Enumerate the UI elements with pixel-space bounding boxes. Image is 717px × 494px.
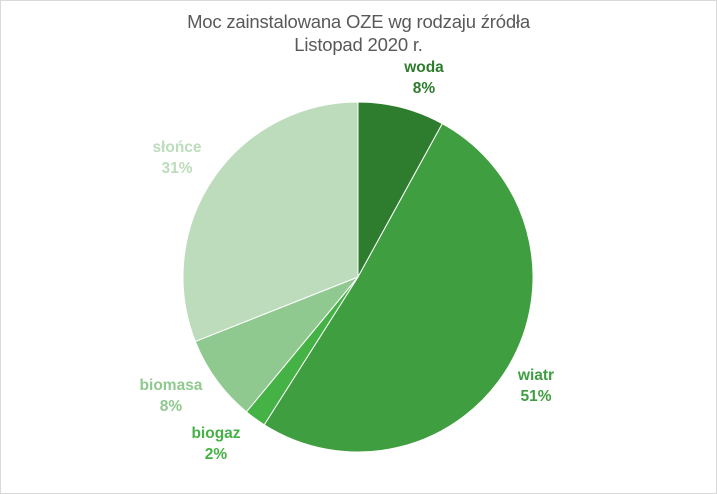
chart-title-block: Moc zainstalowana OZE wg rodzaju źródła …	[0, 10, 717, 56]
slice-value-słońce: 31%	[161, 160, 192, 177]
slice-label-biomasa: biomasa	[140, 377, 203, 394]
slice-label-wiatr: wiatr	[517, 367, 554, 384]
slice-label-słońce: słońce	[152, 139, 201, 156]
pie-labels: woda 8% wiatr 51% biogaz 2% biomasa 8% słońce 31%	[140, 59, 555, 463]
slice-value-woda: 8%	[413, 80, 436, 97]
slice-value-biomasa: 8%	[160, 398, 183, 415]
slice-value-wiatr: 51%	[520, 388, 551, 405]
slice-value-biogaz: 2%	[205, 446, 228, 463]
pie-slice-słońce	[182, 101, 359, 343]
chart-title: Moc zainstalowana OZE wg rodzaju źródła	[187, 11, 530, 32]
slice-label-woda: woda	[403, 59, 444, 76]
pie-slices	[182, 101, 534, 453]
pie-slice-wiatr	[263, 122, 534, 453]
chart-subtitle: Listopad 2020 r.	[294, 34, 423, 55]
slice-label-biogaz: biogaz	[191, 425, 240, 442]
